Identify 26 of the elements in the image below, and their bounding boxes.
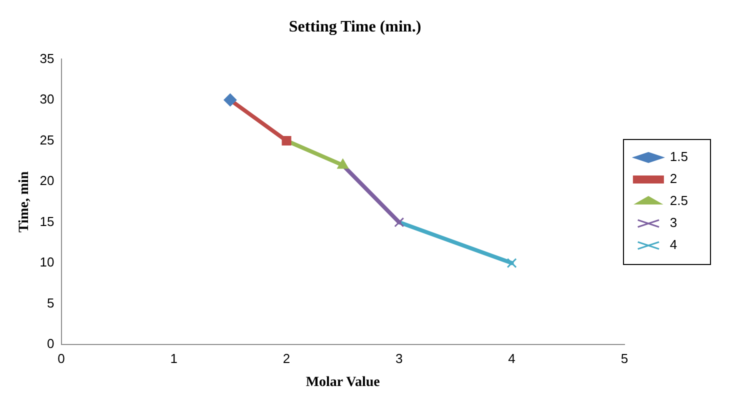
y-tick-label: 0 [47, 336, 54, 352]
legend-label: 1.5 [670, 149, 688, 164]
y-axis-title: Time, min [17, 171, 32, 232]
y-tick-label: 30 [40, 92, 54, 107]
legend-label: 2 [670, 171, 678, 186]
x-tick-label: 0 [58, 350, 65, 366]
legend-label: 4 [670, 237, 678, 252]
x-axis-title: Molar Value [306, 375, 380, 390]
y-tick-label: 10 [40, 254, 54, 270]
point [282, 136, 292, 146]
point [224, 93, 237, 106]
y-tick-label: 35 [40, 50, 54, 66]
x-tick-label: 5 [620, 350, 628, 366]
x-tick-label: 4 [508, 350, 516, 366]
x-tick-label: 2 [282, 350, 290, 366]
x-tick-label: 3 [396, 350, 403, 366]
y-tick-label: 25 [40, 132, 54, 148]
chart-title: Setting Time (min.) [288, 18, 422, 36]
legend-label: 3 [670, 215, 678, 230]
legend-label: 2.5 [670, 193, 688, 208]
y-tick-label: 15 [40, 214, 54, 229]
y-tick-label: 5 [47, 295, 54, 310]
point [394, 217, 404, 228]
y-tick-label: 20 [40, 173, 54, 188]
x-tick-label: 1 [170, 350, 178, 366]
point [506, 258, 517, 268]
